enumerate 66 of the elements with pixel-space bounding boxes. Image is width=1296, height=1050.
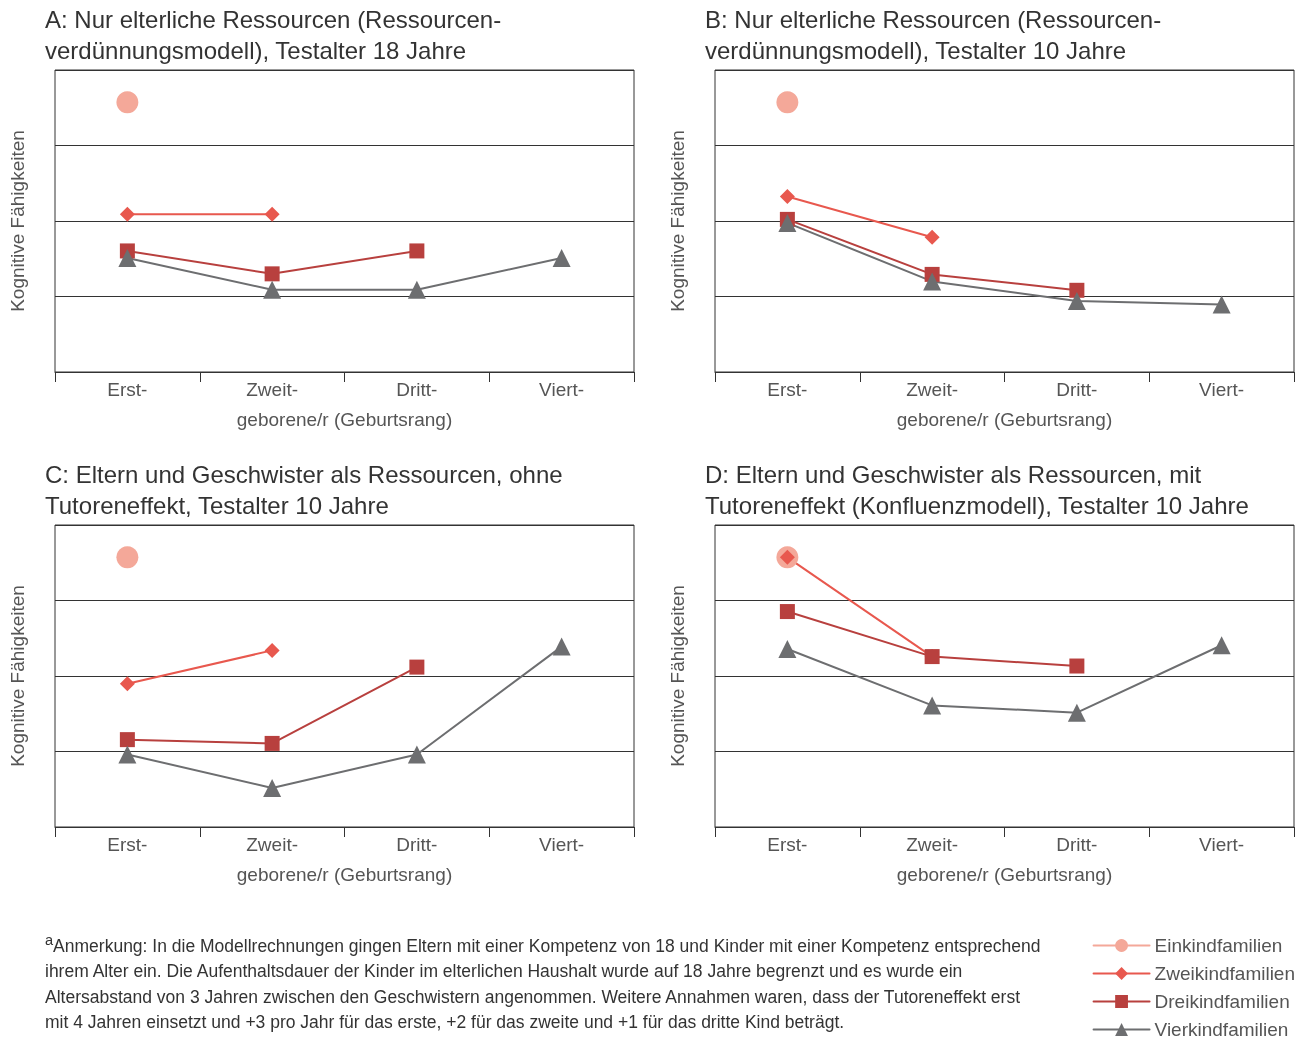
point: [407, 280, 426, 299]
y-axis-title: Kognitive Fähigkeiten: [7, 130, 28, 312]
x-axis-title: geborene/r (Geburtsrang): [896, 409, 1113, 430]
x-tick-label: Erst-: [767, 379, 808, 400]
point: [1067, 292, 1086, 311]
x-tick-label: Viert-: [1199, 379, 1245, 400]
point: [1069, 658, 1085, 674]
x-axis-title: geborene/r (Geburtsrang): [896, 864, 1113, 885]
point: [1212, 636, 1231, 655]
legend-label: Zweikindfamilien: [1154, 963, 1296, 984]
point: [779, 188, 795, 204]
legend-label: Einkindfamilien: [1154, 935, 1283, 956]
x-tick-label: Dritt-: [396, 379, 438, 400]
point: [924, 229, 940, 245]
point: [264, 642, 280, 658]
point: [119, 206, 135, 222]
x-tick-label: Zweit-: [906, 834, 958, 855]
point: [119, 732, 135, 748]
point: [116, 91, 139, 114]
x-tick-label: Erst-: [767, 834, 808, 855]
chart-title: A: Nur elterliche Ressourcen (Ressourcen-verdünnungsmodell), Testalter 18 Jahre: [45, 5, 503, 66]
point: [264, 266, 280, 282]
y-axis-title: Kognitive Fähigkeiten: [7, 585, 28, 767]
legend-label: Vierkindfamilien: [1154, 1019, 1289, 1040]
point: [263, 280, 282, 299]
chart-title: D: Eltern und Geschwister als Ressourcen, mit Tutoreneffekt (Konfluenzmodell), Testalter 10 Jahre: [705, 460, 1250, 521]
point: [1067, 703, 1086, 722]
text: $^{a}$Anmerkung: In die Modellrechnungen gingen Eltern mit einer Kompetenz von 18 und Kinder mit einer Kompetenz entsprechend ihrem Alter ein. Die Aufenthaltsdauer der Kinder im elterlichen Haushalt wurde auf 18 Jahre begrenzt und es wurde ein Altersabstand von 3 Jahren zwischen den Geschwistern angenommen. Weitere Annahmen waren, dass der Tutoreneffekt erst mit 4 Jahren einsetzt und +3 pro Jahr für das erste, +2 für das zweite und +1 für das dritte Kind beträgt.: [45, 931, 1042, 1035]
chart-title: C: Eltern und Geschwister als Ressourcen, ohne Tutoreneffekt, Testalter 10 Jahre: [45, 460, 564, 521]
point: [118, 745, 137, 764]
x-axis-title: geborene/r (Geburtsrang): [236, 409, 453, 430]
point: [778, 213, 797, 232]
x-tick-label: Erst-: [107, 834, 148, 855]
point: [778, 640, 797, 659]
chart-title: B: Nur elterliche Ressourcen (Ressourcen-verdünnungsmodell), Testalter 10 Jahre: [705, 5, 1163, 66]
point: [409, 659, 425, 675]
point: [923, 696, 942, 715]
point: [264, 735, 280, 751]
point: [409, 243, 425, 259]
x-tick-label: Zweit-: [246, 379, 298, 400]
point: [776, 91, 799, 114]
point: [407, 745, 426, 764]
x-tick-label: Zweit-: [906, 379, 958, 400]
x-tick-label: Dritt-: [396, 834, 438, 855]
point: [552, 637, 571, 656]
x-tick-label: Dritt-: [1056, 379, 1098, 400]
x-tick-label: Zweit-: [246, 834, 298, 855]
point: [119, 676, 135, 692]
point: [263, 778, 282, 797]
point: [552, 248, 571, 267]
x-tick-label: Viert-: [1199, 834, 1245, 855]
x-axis-title: geborene/r (Geburtsrang): [236, 864, 453, 885]
point: [779, 604, 795, 620]
x-tick-label: Viert-: [539, 834, 585, 855]
y-axis-title: Kognitive Fähigkeiten: [667, 130, 688, 312]
point: [923, 272, 942, 291]
y-axis-title: Kognitive Fähigkeiten: [667, 585, 688, 767]
point: [116, 546, 139, 569]
point: [1069, 282, 1085, 298]
x-tick-label: Viert-: [539, 379, 585, 400]
legend-label: Dreikindfamilien: [1154, 991, 1290, 1012]
point: [264, 206, 280, 222]
point: [118, 248, 137, 267]
point: [1212, 295, 1231, 314]
x-tick-label: Dritt-: [1056, 834, 1098, 855]
x-tick-label: Erst-: [107, 379, 148, 400]
